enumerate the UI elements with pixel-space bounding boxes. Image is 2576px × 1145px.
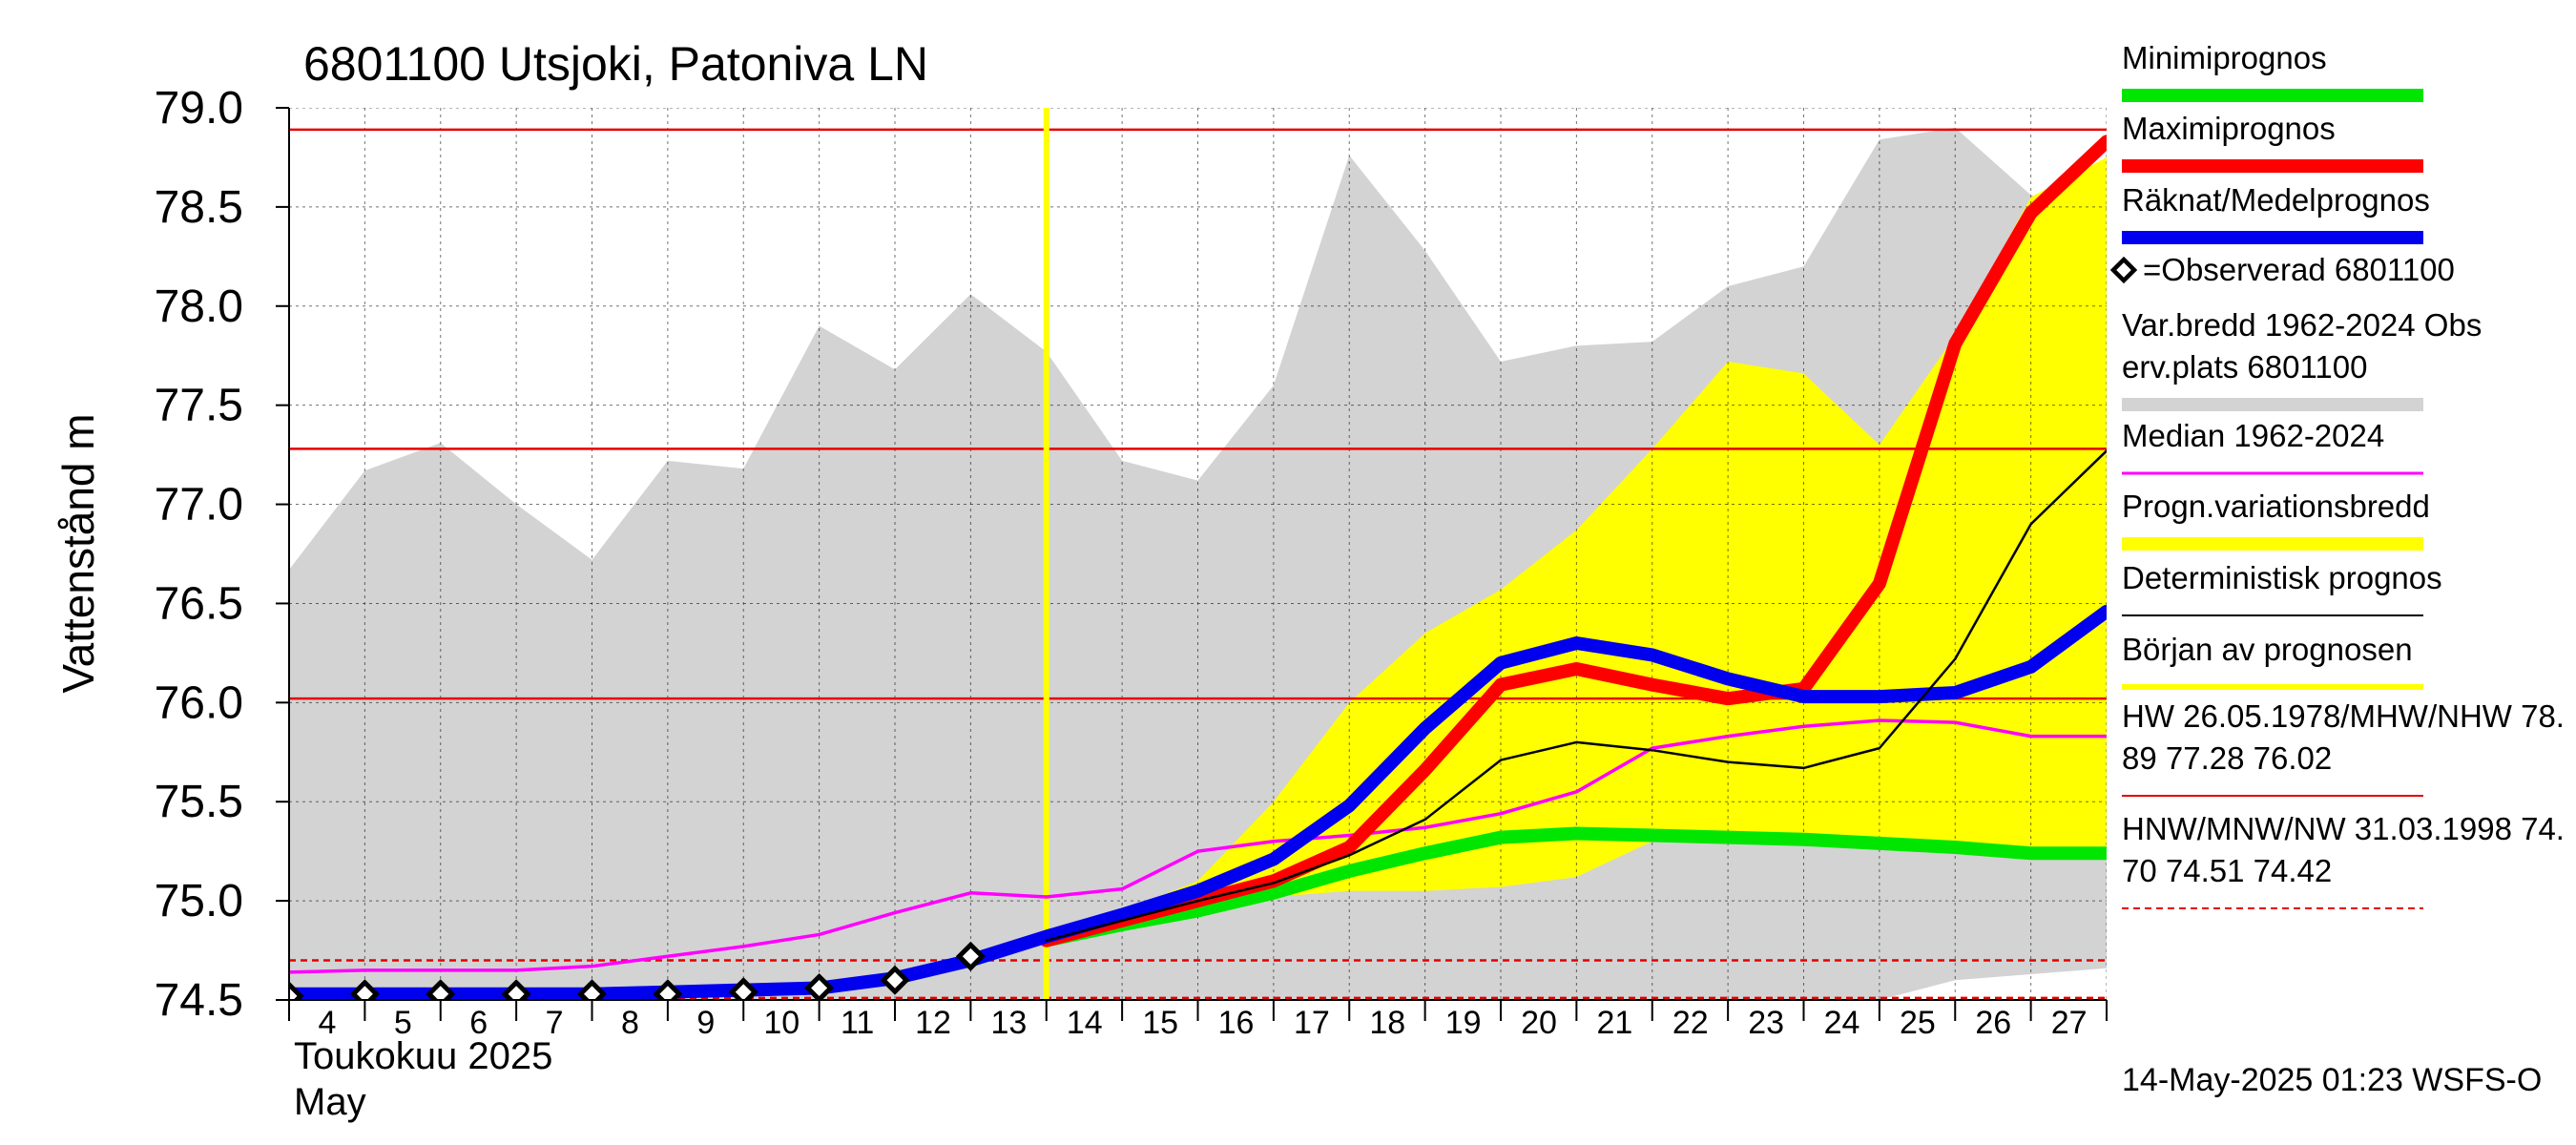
plot-area xyxy=(289,108,2107,1000)
observed-point xyxy=(955,941,986,971)
y-tick-label: 76.0 xyxy=(155,677,243,728)
x-tick-label: 27 xyxy=(2051,1005,2088,1041)
legend-label-hw: 89 77.28 76.02 xyxy=(2122,740,2332,776)
x-tick-label: 16 xyxy=(1218,1005,1255,1041)
y-tick-label: 76.5 xyxy=(155,578,243,629)
x-tick-label: 10 xyxy=(763,1005,800,1041)
x-tick-label: 5 xyxy=(394,1005,412,1041)
x-month-label-en: May xyxy=(294,1081,366,1123)
observed-point xyxy=(653,979,683,1000)
observed-point xyxy=(880,965,910,995)
series-line-minimiprognos xyxy=(1039,826,2107,947)
x-tick-label: 7 xyxy=(546,1005,564,1041)
x-month-label-fi: Toukokuu 2025 xyxy=(294,1035,552,1077)
legend-label-nw: HNW/MNW/NW 31.03.1998 74. xyxy=(2122,811,2565,846)
legend-marker-obs xyxy=(2109,256,2138,284)
y-tick-label: 75.5 xyxy=(155,777,243,827)
x-tick-label: 4 xyxy=(319,1005,337,1041)
y-tick-label: 75.0 xyxy=(155,876,243,926)
y-tick-label: 79.0 xyxy=(155,83,243,134)
legend-label-start: Början av prognosen xyxy=(2122,632,2413,667)
y-tick-label: 78.0 xyxy=(155,281,243,332)
x-tick-label: 17 xyxy=(1294,1005,1330,1041)
x-tick-label: 20 xyxy=(1521,1005,1557,1041)
legend-label-hw: HW 26.05.1978/MHW/NHW 78. xyxy=(2122,698,2565,734)
legend-label-nw: 70 74.51 74.42 xyxy=(2122,853,2332,888)
x-tick-label: 11 xyxy=(841,1005,874,1041)
x-tick-label: 6 xyxy=(469,1005,488,1041)
y-tick-label: 77.5 xyxy=(155,381,243,431)
x-tick-label: 8 xyxy=(621,1005,639,1041)
legend-label-obs: =Observerad 6801100 xyxy=(2143,252,2455,287)
y-axis-label: Vattenstånd m xyxy=(53,413,103,693)
x-tick-label: 21 xyxy=(1596,1005,1632,1041)
legend-label-hist: erv.plats 6801100 xyxy=(2122,349,2367,385)
observed-point xyxy=(426,979,456,1000)
x-tick-label: 26 xyxy=(1975,1005,2011,1041)
observed-point xyxy=(289,981,304,1000)
observed-point xyxy=(501,979,531,1000)
chart-title: 6801100 Utsjoki, Patoniva LN xyxy=(303,37,928,91)
x-tick-label: 22 xyxy=(1672,1005,1709,1041)
legend: Minimiprognos Maximiprognos Räknat/Medelpr… xyxy=(2109,40,2565,909)
x-tick-label: 12 xyxy=(915,1005,951,1041)
x-tick-label: 15 xyxy=(1142,1005,1178,1041)
legend-label-min: Minimiprognos xyxy=(2122,40,2327,75)
x-tick-label: 9 xyxy=(696,1005,715,1041)
axes: 74.5 75.0 75.5 76.0 76.5 77.0 77.5 78.0 78.5 79.0… xyxy=(155,83,2108,1041)
legend-label-det: Deterministisk prognos xyxy=(2122,560,2442,595)
series-line-median-1962-2024 xyxy=(289,718,2107,974)
legend-label-max: Maximiprognos xyxy=(2122,111,2336,146)
x-tick-label: 25 xyxy=(1900,1005,1936,1041)
y-tick-label: 74.5 xyxy=(155,975,243,1026)
legend-label-mean: Räknat/Medelprognos xyxy=(2122,182,2430,218)
legend-label-band: Progn.variationsbredd xyxy=(2122,489,2430,524)
x-tick-label: 19 xyxy=(1445,1005,1482,1041)
observed-point xyxy=(349,979,380,1000)
x-tick-label: 14 xyxy=(1067,1005,1103,1041)
observed-point xyxy=(728,977,758,1000)
x-tick-label: 13 xyxy=(990,1005,1027,1041)
observed-point xyxy=(576,979,608,1000)
legend-label-hist: Var.bredd 1962-2024 Obs xyxy=(2122,307,2482,343)
footer-timestamp: 14-May-2025 01:23 WSFS-O xyxy=(2122,1062,2542,1098)
y-tick-label: 78.5 xyxy=(155,182,243,233)
series-line-deterministisk-prognos xyxy=(1045,449,2107,942)
legend-label-median: Median 1962-2024 xyxy=(2122,418,2384,453)
x-tick-label: 23 xyxy=(1748,1005,1784,1041)
x-tick-label: 24 xyxy=(1824,1005,1860,1041)
y-tick-label: 77.0 xyxy=(155,480,243,531)
x-tick-label: 18 xyxy=(1369,1005,1405,1041)
